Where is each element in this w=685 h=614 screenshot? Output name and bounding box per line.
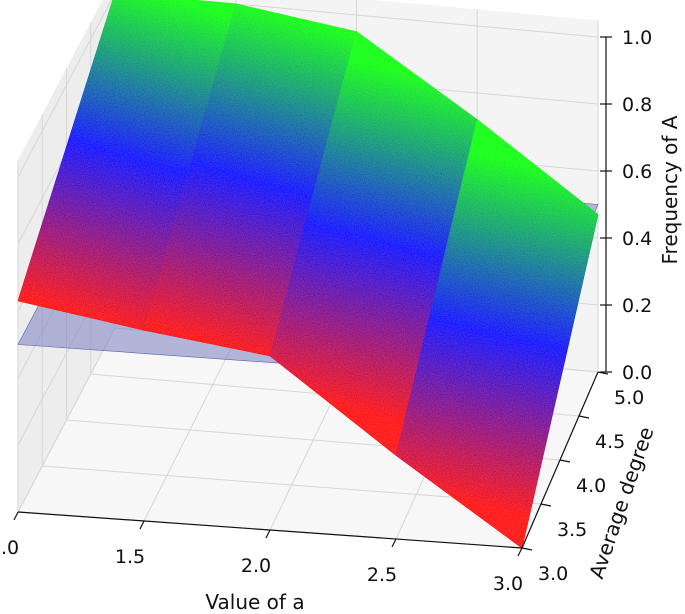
y-tick-label: 3.5 bbox=[557, 519, 587, 541]
y-tick-mark bbox=[559, 459, 571, 463]
x-tick-label: 1.5 bbox=[115, 546, 145, 568]
x-tick-mark bbox=[265, 529, 271, 539]
y-tick-label: 5.0 bbox=[614, 387, 644, 409]
y-tick-label: 4.5 bbox=[595, 431, 625, 453]
z-tick-label: 1.0 bbox=[622, 27, 652, 49]
x-tick-label: 2.5 bbox=[367, 564, 397, 586]
grid-line-z-side bbox=[17, 327, 116, 513]
z-tick-label: 0.6 bbox=[622, 161, 652, 183]
y-tick-mark bbox=[578, 415, 590, 419]
y-tick-mark bbox=[521, 547, 533, 551]
z-tick-label: 0.4 bbox=[622, 228, 652, 250]
x-tick-label: 1.0 bbox=[0, 537, 19, 559]
tick-labels: 1.0 1.5 2.0 2.5 3.0 3.0 3.5 4.0 4.5 5.0 0.0 0.2 0.4 0… bbox=[0, 27, 652, 595]
surface-texture bbox=[144, 4, 357, 356]
z-tick-label: 0.0 bbox=[622, 362, 652, 384]
surface-texture bbox=[270, 31, 478, 456]
y-tick-mark bbox=[597, 371, 609, 375]
x-axis-title: Value of a bbox=[205, 590, 304, 614]
y-tick-mark bbox=[540, 503, 552, 507]
surface bbox=[17, 0, 599, 549]
x-tick-label: 2.0 bbox=[241, 555, 271, 577]
surface-texture bbox=[396, 119, 598, 549]
x-tick-mark bbox=[139, 520, 145, 530]
z-tick-label: 0.8 bbox=[622, 94, 652, 116]
surface-texture bbox=[18, 0, 236, 331]
x-tick-mark bbox=[517, 547, 523, 557]
x-tick-label: 3.0 bbox=[493, 573, 523, 595]
z-axis-title: Frequency of A bbox=[658, 115, 682, 264]
z-tick-label: 0.2 bbox=[622, 295, 652, 317]
grid-line-z-side bbox=[17, 0, 112, 178]
x-tick-mark bbox=[13, 511, 19, 521]
y-tick-label: 3.0 bbox=[538, 563, 568, 585]
x-tick-mark bbox=[391, 538, 397, 548]
y-tick-label: 4.0 bbox=[576, 475, 606, 497]
